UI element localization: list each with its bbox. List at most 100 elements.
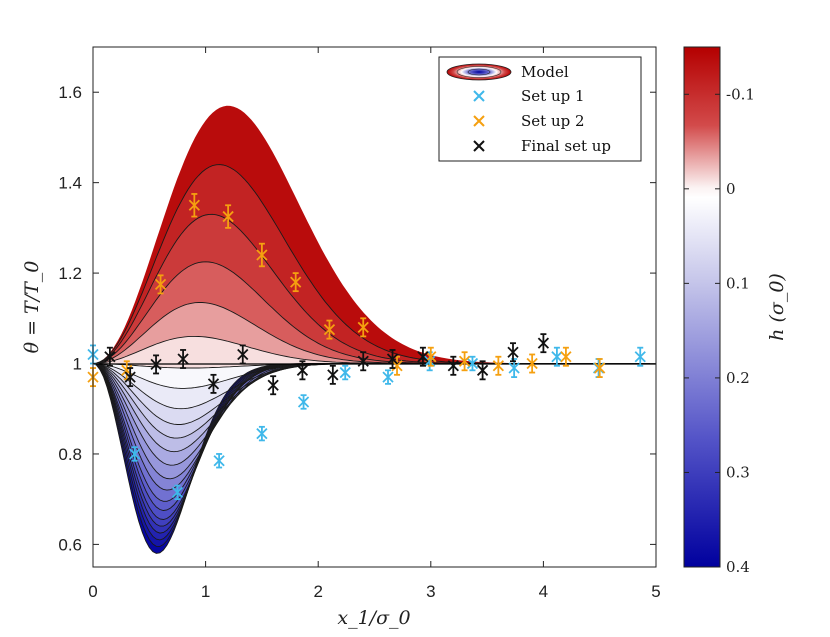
cross-marker <box>267 379 279 391</box>
cross-marker <box>526 357 538 370</box>
legend: Model Set up 1 Set up 2 Final set up <box>438 56 642 162</box>
cross-marker <box>171 486 184 499</box>
y-tick-label: 0.6 <box>58 535 82 554</box>
cross-marker <box>386 353 399 365</box>
x-tick-label: 0 <box>88 582 97 601</box>
colorbar-tick-label: 0.1 <box>726 274 750 292</box>
cross-marker <box>327 369 339 381</box>
data-point <box>551 346 563 367</box>
series-final-set-up <box>104 333 550 396</box>
model-band <box>93 261 656 364</box>
cross-marker <box>508 362 520 374</box>
x-tick-label: 4 <box>539 582 548 601</box>
data-point <box>386 349 399 369</box>
cross-marker <box>150 358 162 371</box>
plot-frame <box>92 46 657 568</box>
model-band <box>93 363 656 389</box>
data-point <box>417 346 429 367</box>
cross-marker <box>256 427 268 440</box>
y-tick-label: 1.6 <box>58 83 82 102</box>
legend-label-setup2: Set up 2 <box>521 112 585 130</box>
data-point <box>154 274 167 295</box>
cross-marker <box>104 351 116 363</box>
data-point <box>594 358 606 378</box>
cross-marker <box>382 371 394 383</box>
data-point <box>297 394 310 410</box>
data-point <box>526 353 538 374</box>
data-point <box>391 355 403 376</box>
model-band <box>93 363 656 520</box>
cross-marker <box>447 360 459 372</box>
cross-marker <box>551 351 563 363</box>
data-point <box>267 375 279 396</box>
y-tick-label: 1 <box>73 355 82 374</box>
model-band <box>93 164 656 364</box>
data-point <box>466 355 479 372</box>
cross-marker <box>537 337 550 349</box>
cross-marker <box>297 396 310 408</box>
data-point <box>256 425 268 442</box>
series-set-up-2 <box>87 193 606 388</box>
cross-marker <box>634 351 646 363</box>
model-band <box>93 302 656 364</box>
cross-marker <box>290 276 302 288</box>
cross-marker <box>222 210 234 223</box>
data-point <box>560 346 572 367</box>
cross-marker <box>417 351 429 363</box>
data-point <box>537 333 550 354</box>
legend-marker-setup2 <box>473 115 485 127</box>
legend-label-final: Final set up <box>521 137 611 155</box>
legend-label-model: Model <box>521 63 569 81</box>
data-point <box>492 355 504 376</box>
cross-marker <box>213 455 225 467</box>
x-tick-label: 5 <box>651 582 660 601</box>
data-point <box>296 360 309 381</box>
cross-marker <box>177 353 189 365</box>
y-axis-label: θ = T/T_0 <box>21 261 43 354</box>
colorbar-tick-label: 0.4 <box>726 558 750 576</box>
cross-marker <box>466 357 479 370</box>
data-point <box>507 342 519 363</box>
cross-marker <box>129 448 141 460</box>
cross-marker <box>237 348 249 361</box>
data-point <box>339 364 351 381</box>
data-point <box>476 360 489 381</box>
cross-marker <box>391 360 403 372</box>
y-tick-label: 0.8 <box>58 445 82 464</box>
model-band <box>93 214 656 364</box>
data-points <box>87 193 646 501</box>
legend-model-icon <box>446 63 512 81</box>
cross-marker <box>154 278 167 291</box>
cross-marker <box>560 351 572 363</box>
data-point <box>382 369 394 385</box>
cross-marker <box>507 346 519 358</box>
data-point <box>213 453 225 469</box>
data-point <box>104 346 116 367</box>
data-point <box>634 346 646 367</box>
legend-marker-setup1 <box>473 90 485 102</box>
data-point <box>256 242 268 268</box>
cross-marker <box>594 362 606 374</box>
data-point <box>458 351 471 372</box>
x-tick-label: 3 <box>426 582 435 601</box>
data-point <box>171 484 184 501</box>
colorbar-tick-label: -0.1 <box>726 85 755 103</box>
cross-marker <box>476 364 489 376</box>
legend-marker-final <box>473 140 485 152</box>
y-axis: 0.6 0.8 1 1.2 1.4 1.6 <box>58 83 656 554</box>
cross-marker <box>121 364 133 376</box>
cross-marker <box>296 364 309 376</box>
cross-marker <box>357 321 369 333</box>
data-point <box>124 367 136 388</box>
cross-marker <box>339 366 351 379</box>
data-point <box>237 344 249 365</box>
data-point <box>327 364 339 385</box>
legend-label-setup1: Set up 1 <box>521 87 585 105</box>
cross-marker <box>124 371 136 383</box>
cross-marker <box>492 360 504 372</box>
cross-marker <box>458 355 471 367</box>
colorbar-tick-label: 0.3 <box>726 463 750 481</box>
x-axis: 0 1 2 3 4 5 <box>88 47 661 601</box>
y-tick-label: 1.2 <box>58 264 82 283</box>
